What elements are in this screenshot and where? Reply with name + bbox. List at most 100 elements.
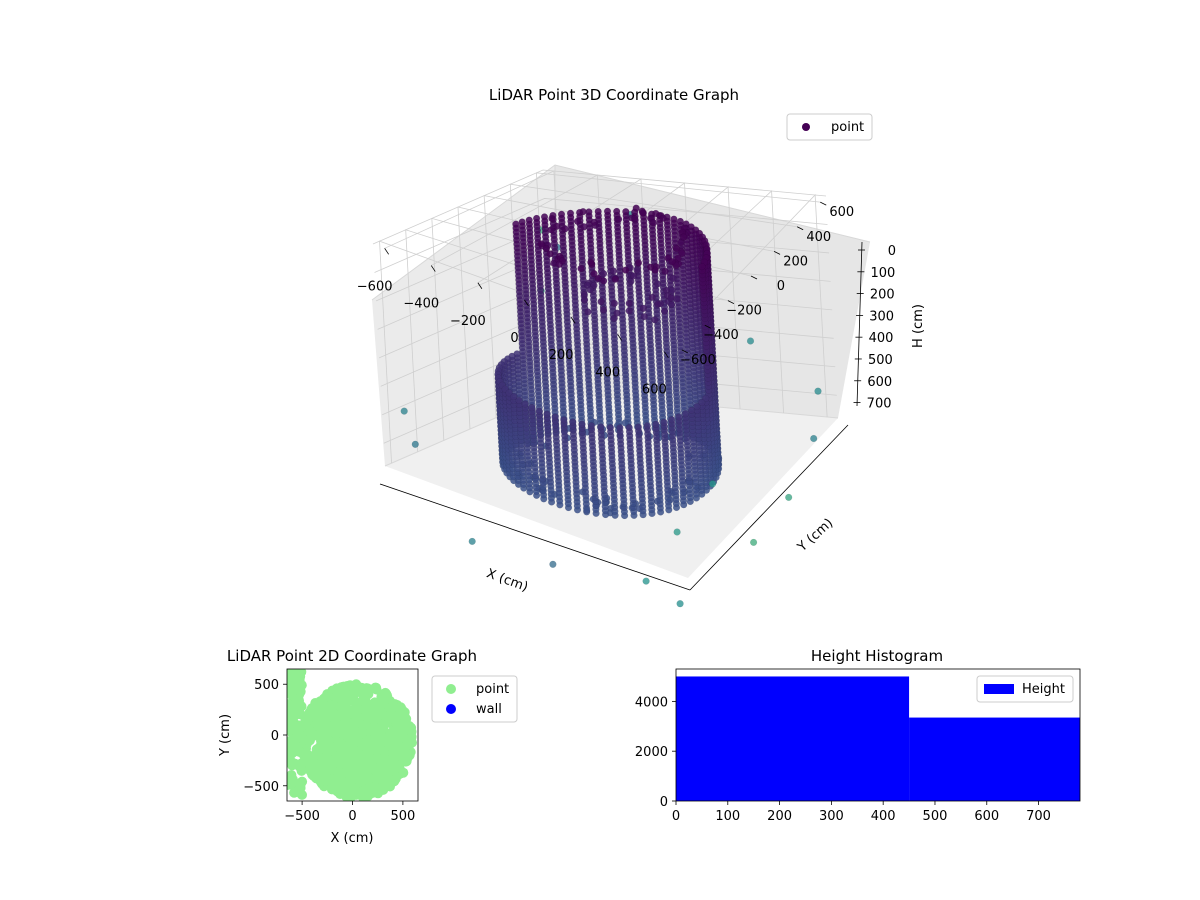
scatter2d-point <box>337 749 348 760</box>
scatter3d-point <box>587 258 595 267</box>
scatter3d-point <box>673 295 681 303</box>
scatter2d-panel: LiDAR Point 2D Coordinate Graph −500−500… <box>218 647 518 846</box>
scatter3d-point <box>679 233 688 241</box>
histogram-ticks: 0 100 200 300 400 500 600 700 0 2000 4000 <box>635 695 1051 824</box>
scatter3d-point <box>613 309 621 317</box>
scatter3d-y-tick-mark <box>796 226 804 231</box>
histogram-bar-1 <box>909 717 1080 801</box>
scatter3d-point <box>578 420 586 428</box>
scatter3d-point <box>642 577 650 585</box>
scatter2d-point <box>325 700 336 711</box>
scatter3d-point <box>625 424 633 432</box>
scatter3d-point <box>599 306 608 314</box>
scatter3d-point <box>625 299 633 308</box>
scatter3d-z-tick-label: 0 <box>888 244 896 259</box>
scatter3d-point <box>597 298 605 306</box>
scatter2d-point <box>287 777 298 788</box>
scatter3d-point <box>400 407 408 415</box>
scatter3d-point <box>785 493 793 502</box>
scatter3d-point <box>587 422 596 430</box>
scatter3d-point <box>746 337 755 345</box>
scatter3d-point <box>687 406 696 414</box>
scatter2d-point <box>287 745 297 756</box>
scatter3d-point <box>649 219 658 227</box>
scatter3d-point <box>537 240 545 248</box>
scatter3d-legend-box <box>786 113 873 141</box>
scatter3d-point <box>810 434 818 443</box>
scatter2d-point <box>370 782 380 793</box>
scatter3d-x-tick-mark <box>570 317 576 324</box>
histogram-x-tick-label: 100 <box>715 809 740 824</box>
scatter2d-point <box>335 789 346 799</box>
scatter3d-point <box>548 214 556 223</box>
scatter2d-point <box>335 780 346 790</box>
scatter3d-point <box>606 424 615 432</box>
scatter3d-point <box>543 410 551 418</box>
scatter3d-point <box>586 286 594 294</box>
histogram-legend: Height <box>976 675 1074 703</box>
scatter2d-point <box>398 732 409 743</box>
histogram-y-tick-label: 4000 <box>635 695 668 710</box>
scatter3d-point <box>659 214 667 222</box>
scatter2d-point <box>385 729 396 740</box>
scatter2d-point <box>330 684 341 695</box>
scatter3d-z-tick-label: 300 <box>869 309 894 324</box>
scatter3d-x-tick-mark <box>477 282 483 289</box>
scatter3d-point <box>525 216 533 224</box>
scatter3d-x-tick-label: 400 <box>595 365 620 380</box>
scatter3d-point <box>540 213 549 221</box>
scatter3d-point <box>621 266 630 274</box>
histogram-x-tick-label: 200 <box>767 809 792 824</box>
scatter3d-point <box>610 299 619 307</box>
scatter3d-point <box>669 274 677 283</box>
scatter3d-panel: LiDAR Point 3D Coordinate Graph −600 −400… <box>357 86 926 608</box>
scatter3d-point <box>652 209 660 218</box>
histogram-frame <box>675 668 1081 802</box>
scatter3d-point <box>625 307 633 315</box>
scatter3d-point <box>672 244 681 253</box>
scatter3d-x-tick-mark <box>617 334 623 341</box>
scatter3d-point <box>549 560 557 568</box>
scatter2d-point <box>366 713 377 724</box>
scatter3d-point <box>622 208 630 216</box>
histogram-legend-label: Height <box>1022 682 1065 697</box>
scatter2d-point <box>391 771 402 782</box>
scatter3d-point <box>639 304 648 312</box>
scatter3d-point <box>681 410 690 418</box>
scatter3d-y-tick-mark <box>773 251 781 255</box>
scatter2d-point <box>363 791 373 801</box>
scatter3d-x-tick-mark <box>524 299 529 307</box>
scatter3d-point <box>590 218 598 226</box>
scatter3d-point <box>630 272 638 280</box>
scatter3d-legend-marker <box>802 123 810 131</box>
scatter3d-point <box>668 416 676 424</box>
histogram-x-tick-label: 300 <box>819 809 844 824</box>
scatter3d-point <box>698 263 706 271</box>
scatter3d-point <box>814 387 822 395</box>
scatter2d-point <box>345 789 356 799</box>
scatter3d-z-tick-label: 400 <box>869 331 894 346</box>
scatter2d-point <box>376 759 387 770</box>
scatter3d-point <box>643 422 651 430</box>
scatter3d-point <box>634 423 643 431</box>
scatter3d-point <box>599 270 608 278</box>
scatter2d-y-label: Y (cm) <box>218 714 233 757</box>
scatter3d-y-tick-mark <box>820 201 827 206</box>
scatter3d-y-tick-label: −600 <box>680 353 716 368</box>
scatter2d-point <box>287 699 294 710</box>
histogram-legend-swatch <box>984 684 1014 694</box>
scatter3d-point <box>594 274 602 283</box>
scatter3d-point <box>577 264 585 273</box>
scatter3d-point <box>660 418 668 426</box>
histogram-bars <box>676 676 1080 801</box>
histogram-x-tick-label: 0 <box>672 809 680 824</box>
scatter2d-point <box>323 735 334 746</box>
scatter3d-y-tick-mark <box>750 275 758 280</box>
scatter2d-point <box>291 733 302 744</box>
histogram-bar-0 <box>676 676 910 801</box>
scatter3d-z-tick-label: 100 <box>871 266 896 281</box>
scatter3d-point <box>584 308 592 316</box>
scatter2d-point <box>287 688 294 699</box>
scatter3d-point <box>597 423 605 431</box>
scatter3d-x-label: X (cm) <box>484 566 530 595</box>
